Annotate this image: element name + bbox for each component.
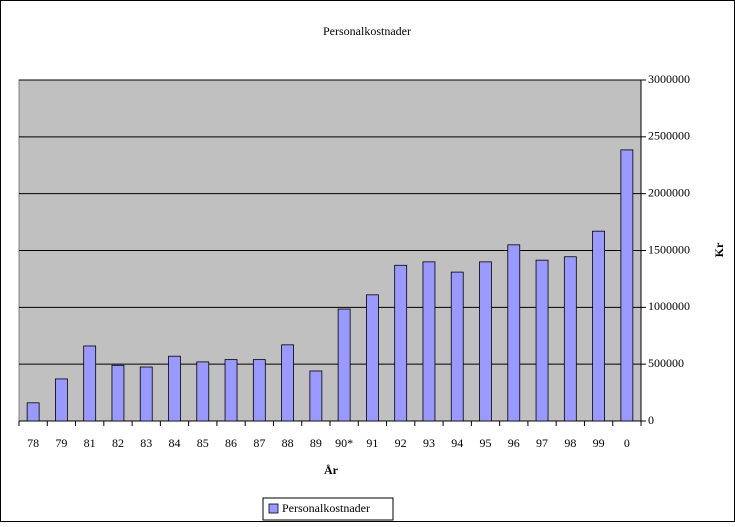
y-tick-label: 1500000 <box>648 242 690 256</box>
bar <box>281 344 294 422</box>
bar <box>592 230 605 422</box>
x-tick-label: 89 <box>310 436 322 450</box>
bar <box>563 256 577 422</box>
bar <box>224 359 238 422</box>
x-tick-label: 93 <box>423 436 435 450</box>
y-tick-label: 2500000 <box>648 129 690 143</box>
y-tick-label: 0 <box>648 413 654 427</box>
x-tick-label: 81 <box>84 436 96 450</box>
bar <box>196 361 210 422</box>
bar <box>479 261 492 422</box>
y-tick-label: 1000000 <box>648 299 690 313</box>
x-tick-label: 98 <box>564 436 576 450</box>
x-tick-label: 95 <box>480 436 492 450</box>
x-tick-label: 87 <box>253 436 265 450</box>
x-tick-label: 86 <box>225 436 237 450</box>
x-tick-label: 88 <box>282 436 294 450</box>
x-tick-label: 96 <box>508 436 520 450</box>
bar <box>111 364 125 422</box>
y-tick-label: 3000000 <box>648 72 690 86</box>
x-tick-label: 92 <box>395 436 407 450</box>
x-tick-label: 83 <box>140 436 152 450</box>
legend-box <box>262 497 394 521</box>
legend-swatch <box>268 503 279 514</box>
x-tick-label: 90* <box>335 436 353 450</box>
bar <box>450 271 464 422</box>
bar <box>507 244 521 422</box>
bar <box>252 359 266 422</box>
x-tick-label: 91 <box>366 436 378 450</box>
y-axis-title: Kr <box>712 242 726 257</box>
bar <box>422 261 436 422</box>
x-tick-label: 78 <box>27 436 39 450</box>
x-tick-label: 0 <box>624 436 630 450</box>
bar <box>620 149 634 422</box>
chart-title: Personalkostnader <box>323 24 411 38</box>
x-tick-label: 82 <box>112 436 124 450</box>
bar <box>83 345 97 422</box>
x-axis-title: År <box>324 463 339 477</box>
x-tick-label: 97 <box>536 436 548 450</box>
y-tick-label: 500000 <box>648 356 684 370</box>
x-tick-label: 99 <box>593 436 605 450</box>
bar <box>309 370 323 422</box>
x-tick-label: 85 <box>197 436 209 450</box>
bar <box>394 264 408 422</box>
bar <box>168 355 181 422</box>
x-tick-label: 79 <box>55 436 67 450</box>
bar <box>535 259 549 422</box>
bar <box>337 308 351 422</box>
bar <box>139 366 153 422</box>
x-tick-label: 84 <box>169 436 181 450</box>
x-tick-label: 94 <box>451 436 463 450</box>
bar <box>366 294 379 422</box>
legend-label: Personalkostnader <box>282 501 370 515</box>
y-tick-label: 2000000 <box>648 185 690 199</box>
bar <box>55 378 68 422</box>
bar <box>26 402 40 422</box>
